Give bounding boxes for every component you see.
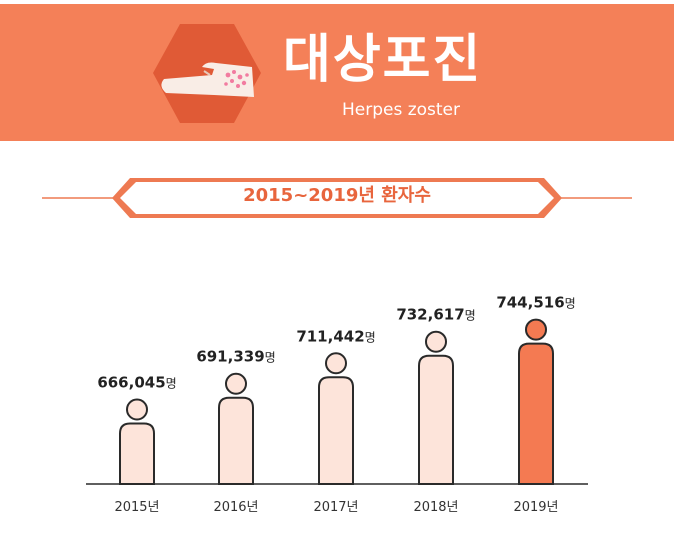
figure-body	[318, 376, 354, 485]
figure-head	[325, 352, 347, 375]
figure-body	[119, 422, 155, 485]
value-label: 691,339명	[196, 348, 275, 366]
bar-figure-3	[418, 330, 454, 485]
value-label: 666,045명	[97, 373, 176, 391]
bar-figure-2	[318, 352, 354, 485]
value-label: 744,516명	[496, 294, 575, 312]
page-subtitle: Herpes zoster	[341, 100, 461, 120]
value-label: 732,617명	[396, 306, 475, 324]
figure-body	[418, 354, 454, 485]
category-label: 2016년	[213, 500, 258, 515]
header-banner: 대상포진 Herpes zoster	[0, 4, 674, 141]
figure-body	[218, 396, 254, 485]
category-label: 2017년	[313, 500, 358, 515]
figure-head	[525, 318, 547, 341]
figure-body	[518, 342, 554, 485]
chart-title: 2015~2019년 환자수	[243, 185, 431, 206]
bar-figure-0	[119, 398, 155, 485]
rash-on-arm-icon	[153, 24, 261, 123]
category-label: 2015년	[114, 500, 159, 515]
section-title-frame	[42, 178, 632, 218]
category-label: 2018년	[413, 500, 458, 515]
figure-head	[225, 372, 247, 395]
figure-head	[425, 330, 447, 353]
category-label: 2019년	[513, 500, 558, 515]
bar-figure-4	[518, 318, 554, 485]
value-label: 711,442명	[296, 327, 375, 345]
figure-head	[126, 398, 148, 421]
patient-count-chart: 666,045명 2015년 691,339명 2016년 711,442명 2017년 7…	[86, 294, 588, 515]
bar-figure-1	[218, 372, 254, 485]
page-title: 대상포진	[283, 30, 483, 90]
